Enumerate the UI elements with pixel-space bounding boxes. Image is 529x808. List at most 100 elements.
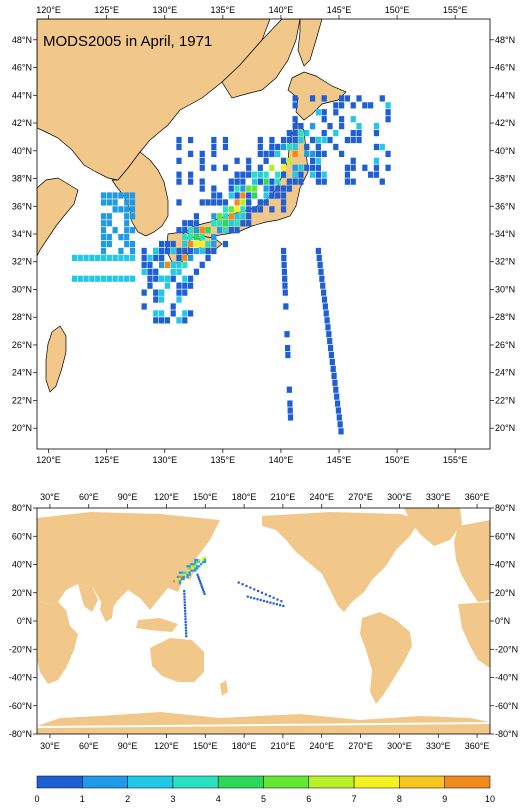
data-cell — [228, 206, 234, 213]
data-cell — [315, 136, 321, 144]
data-cell — [100, 254, 107, 262]
lon-label-top: 145°E — [327, 5, 352, 15]
data-cell — [269, 150, 275, 158]
lat-label-right: 20°N — [495, 588, 515, 598]
data-cell — [339, 123, 345, 130]
lon-label-bottom: 150°E — [193, 741, 218, 751]
data-cell — [217, 199, 223, 206]
data-cell — [234, 199, 240, 206]
data-cell — [356, 136, 362, 144]
data-cell — [304, 164, 310, 171]
data-cell — [217, 213, 223, 220]
data-cell — [205, 227, 211, 234]
data-cell — [178, 577, 181, 581]
data-cell — [280, 136, 287, 144]
data-cell — [172, 580, 176, 583]
colorbar-label: 7 — [352, 794, 357, 804]
data-cell — [184, 618, 187, 621]
data-cell — [251, 171, 258, 178]
data-cell — [373, 123, 380, 130]
data-cell — [202, 560, 205, 564]
data-cell — [205, 240, 211, 248]
data-cell — [234, 206, 240, 213]
data-cell — [188, 220, 194, 227]
lon-label-top: 130°E — [152, 5, 177, 15]
regional-axis-ticks: 120°E 120°E 125°E 125°E 130°E 130°E 135°E 135°E… — [12, 5, 515, 465]
data-cell — [260, 591, 264, 594]
data-cell — [193, 227, 200, 234]
data-cell — [182, 317, 188, 324]
lat-label-right: 42°N — [495, 118, 515, 128]
data-cell — [327, 136, 333, 144]
data-cell — [280, 247, 287, 255]
lon-label-top: 150°E — [385, 5, 410, 15]
data-cell — [222, 136, 229, 144]
data-cell — [339, 116, 345, 123]
data-cell — [286, 185, 292, 192]
data-cell — [287, 400, 293, 407]
data-cell — [333, 143, 339, 151]
data-cell — [188, 282, 194, 289]
data-cell — [385, 164, 391, 171]
data-cell — [193, 240, 200, 248]
data-cell — [182, 247, 188, 255]
data-cell — [257, 136, 263, 144]
data-cell — [141, 289, 147, 296]
data-cell — [280, 157, 287, 164]
data-cell — [199, 227, 205, 234]
data-cell — [315, 143, 321, 151]
lat-label-left: -60°N — [9, 701, 32, 711]
data-cell — [298, 178, 304, 185]
data-cell — [194, 563, 197, 566]
colorbar-label: 9 — [442, 794, 447, 804]
data-cell — [118, 234, 124, 241]
data-cell — [182, 310, 188, 317]
data-cell — [339, 150, 345, 158]
data-cell — [129, 206, 136, 213]
data-cell — [158, 247, 165, 255]
data-cell — [356, 95, 362, 102]
lon-label-bottom: 270°E — [348, 741, 373, 751]
data-cell — [324, 317, 330, 324]
data-cell — [188, 240, 194, 248]
data-cell — [106, 220, 112, 227]
data-cell — [327, 123, 333, 130]
data-cell — [379, 143, 385, 151]
data-cell — [129, 213, 136, 220]
data-cell — [199, 240, 205, 248]
data-cell — [257, 150, 263, 158]
data-cell — [164, 247, 170, 255]
data-cell — [188, 571, 191, 574]
data-cell — [129, 247, 136, 255]
data-cell — [185, 632, 188, 635]
data-cell — [182, 254, 188, 262]
lon-label-top: 180°E — [232, 492, 257, 502]
colorbar-segment — [353, 775, 400, 789]
data-cell — [183, 589, 186, 593]
lon-label-top: 360°E — [465, 492, 490, 502]
data-cell — [280, 600, 283, 603]
data-cell — [344, 164, 351, 171]
data-cell — [304, 129, 310, 137]
data-cell — [263, 171, 269, 178]
data-cell — [129, 275, 136, 282]
colorbar-label: 2 — [125, 794, 130, 804]
data-cell — [124, 213, 130, 220]
data-cell — [240, 185, 246, 192]
data-cell — [234, 157, 240, 164]
data-cell — [182, 220, 188, 227]
data-cell — [373, 164, 380, 171]
data-cell — [153, 296, 159, 303]
lat-label-right: -20°N — [495, 644, 518, 654]
data-cell — [234, 178, 240, 185]
lat-label-left: 38°N — [12, 174, 32, 184]
data-cell — [176, 143, 182, 151]
data-cell — [188, 136, 194, 144]
data-cell — [153, 317, 159, 324]
data-cell — [190, 567, 193, 570]
data-cell — [323, 310, 329, 317]
lat-label-left: 60°N — [12, 531, 32, 541]
lon-label-bottom: 150°E — [385, 455, 410, 465]
data-cell — [196, 565, 199, 568]
data-cell — [385, 109, 391, 116]
